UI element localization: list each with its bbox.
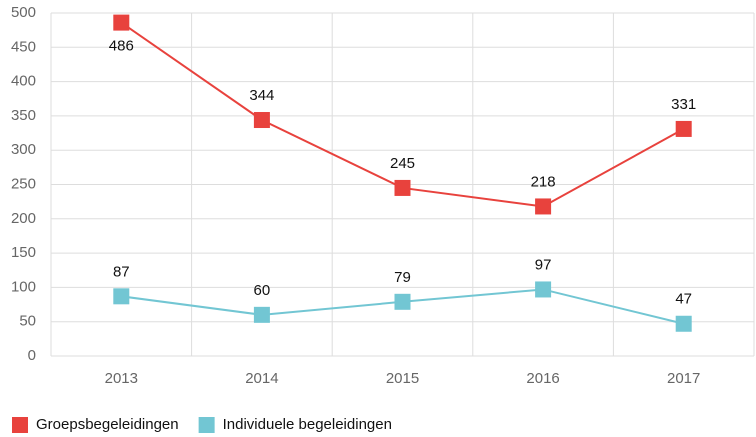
y-tick-label: 50 xyxy=(19,313,36,330)
marker xyxy=(535,198,552,215)
y-tick-label: 150 xyxy=(11,244,36,261)
marker xyxy=(394,293,411,310)
marker xyxy=(113,14,130,31)
marker xyxy=(253,112,270,129)
data-label: 97 xyxy=(535,256,552,273)
data-label: 60 xyxy=(254,282,271,299)
marker xyxy=(394,179,411,196)
data-label: 218 xyxy=(531,173,556,190)
x-tick-label: 2015 xyxy=(386,370,419,387)
marker xyxy=(253,306,270,323)
y-tick-label: 500 xyxy=(11,4,36,21)
x-tick-label: 2017 xyxy=(667,370,700,387)
x-tick-label: 2016 xyxy=(526,370,559,387)
data-label: 486 xyxy=(109,38,134,55)
legend-swatch xyxy=(12,417,28,433)
data-label: 79 xyxy=(394,269,411,286)
y-tick-label: 200 xyxy=(11,210,36,227)
marker xyxy=(675,315,692,332)
marker xyxy=(535,281,552,298)
data-label: 245 xyxy=(390,155,415,172)
y-tick-label: 400 xyxy=(11,73,36,90)
data-label: 331 xyxy=(671,96,696,113)
y-tick-label: 300 xyxy=(11,141,36,158)
legend-label: Groepsbegeleidingen xyxy=(36,416,179,433)
y-tick-label: 100 xyxy=(11,278,36,295)
marker xyxy=(675,120,692,137)
legend-swatch xyxy=(198,417,215,433)
marker xyxy=(113,288,130,305)
y-tick-label: 350 xyxy=(11,107,36,124)
y-tick-label: 450 xyxy=(11,38,36,55)
data-label: 344 xyxy=(249,87,274,104)
data-label: 47 xyxy=(675,291,692,308)
x-tick-label: 2013 xyxy=(105,370,138,387)
data-label: 87 xyxy=(113,263,130,280)
y-tick-label: 0 xyxy=(28,347,36,364)
x-tick-label: 2014 xyxy=(245,370,278,387)
legend-label: Individuele begeleidingen xyxy=(223,416,392,433)
y-tick-label: 250 xyxy=(11,175,36,192)
series-line xyxy=(120,21,685,208)
